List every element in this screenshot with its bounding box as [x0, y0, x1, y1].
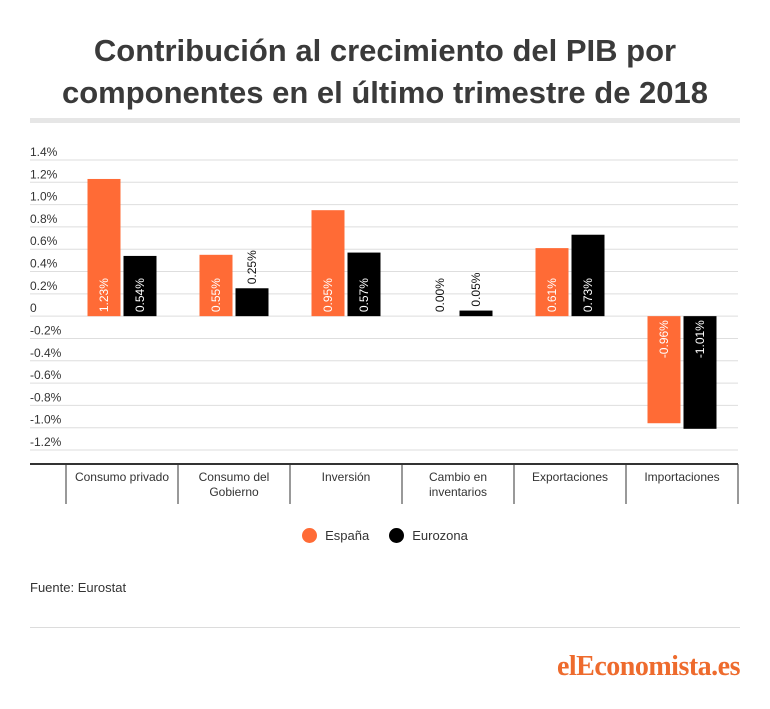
data-label: 0.54% — [133, 278, 147, 312]
y-tick-label: -0.6% — [30, 368, 62, 382]
y-tick-label: 0.2% — [30, 279, 58, 293]
y-tick-label: -0.2% — [30, 323, 62, 337]
footer-divider — [30, 627, 740, 628]
y-tick-label: 0.4% — [30, 257, 58, 271]
data-label: 0.61% — [545, 278, 559, 312]
chart-title-line-2: componentes en el último trimestre de 20… — [61, 75, 709, 110]
legend-item-eurozona: Eurozona — [389, 528, 468, 543]
category-label: inventarios — [429, 485, 487, 499]
brand-logo: elEconomista.es — [556, 651, 741, 682]
chart-title-line-1: Contribución al crecimiento del PIB por — [93, 33, 677, 68]
data-label: -1.01% — [693, 320, 707, 358]
category-label: Importaciones — [644, 470, 719, 484]
data-label: 0.05% — [469, 272, 483, 306]
data-label: 0.25% — [245, 250, 259, 284]
category-label: Consumo del — [199, 470, 270, 484]
bar-espana — [199, 254, 233, 317]
bar-eurozona — [459, 310, 493, 317]
y-tick-label: -0.4% — [30, 346, 62, 360]
bar-chart: 1.4% 1.2% 1.0% 0.8% 0.6% 0.4% 0.2% 0 -0.2% -0.4% -… — [30, 145, 739, 504]
data-label: 0.73% — [581, 278, 595, 312]
legend-swatch-eurozona — [389, 528, 405, 543]
category-label: Gobierno — [209, 485, 259, 499]
data-label: 0.57% — [357, 278, 371, 312]
bar-eurozona — [123, 255, 157, 317]
legend-item-espana: España — [302, 528, 369, 543]
legend: España Eurozona — [0, 528, 770, 543]
bar-eurozona — [683, 316, 717, 429]
category-label: Inversión — [322, 470, 371, 484]
bar-eurozona — [347, 252, 381, 317]
y-tick-label: -1.0% — [30, 413, 62, 427]
y-tick-label: 1.4% — [30, 145, 58, 159]
legend-swatch-espana — [302, 528, 318, 543]
source-note: Fuente: Eurostat — [30, 580, 127, 595]
bar-espana — [87, 178, 121, 317]
data-label: 0.95% — [321, 278, 335, 312]
bar-espana — [535, 248, 569, 317]
category-label: Consumo privado — [75, 470, 169, 484]
bar-eurozona — [571, 234, 605, 317]
data-label: -0.96% — [657, 320, 671, 358]
legend-label-espana: España — [325, 528, 370, 543]
bar-eurozona — [235, 288, 269, 317]
y-tick-label: 1.2% — [30, 167, 58, 181]
y-tick-label: -0.8% — [30, 390, 62, 404]
y-tick-label: 0 — [30, 301, 37, 315]
data-label: 0.55% — [209, 278, 223, 312]
category-label: Exportaciones — [532, 470, 608, 484]
title-divider — [30, 118, 740, 123]
data-label: 1.23% — [97, 278, 111, 312]
y-tick-label: 0.6% — [30, 234, 58, 248]
category-label: Cambio en — [429, 470, 487, 484]
legend-label-eurozona: Eurozona — [412, 528, 468, 543]
data-label: 0.00% — [433, 278, 447, 312]
bar-espana — [647, 316, 681, 424]
y-tick-label: -1.2% — [30, 435, 62, 449]
y-tick-label: 0.8% — [30, 212, 58, 226]
chart-title: Contribución al crecimiento del PIB por … — [0, 30, 770, 114]
bar-espana — [311, 210, 345, 317]
y-tick-label: 1.0% — [30, 190, 58, 204]
